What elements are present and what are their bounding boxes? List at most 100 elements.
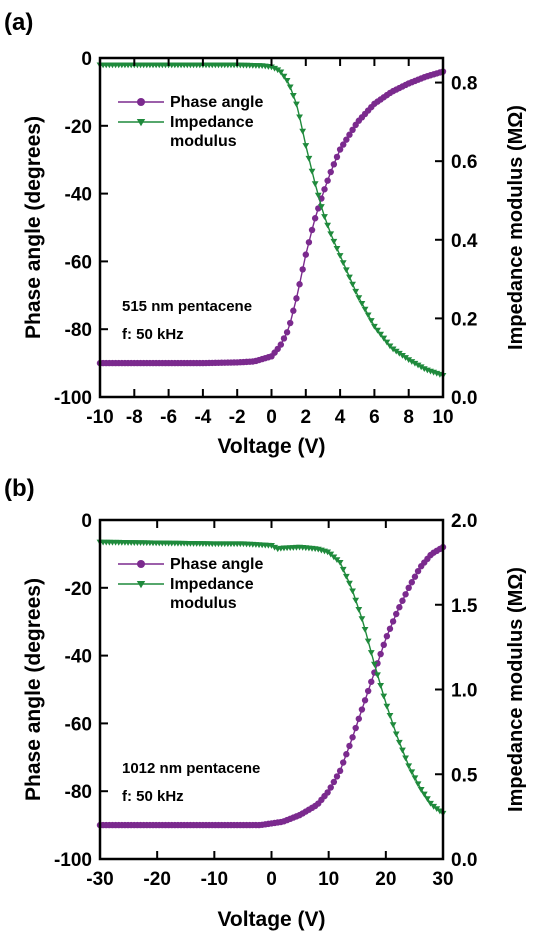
y-axis-right: 0.0 0.5 1.0 1.5 2.0 [435, 511, 478, 871]
x-tick-label: -10 [86, 407, 113, 428]
data-point [302, 251, 309, 258]
legend-label: modulus [170, 133, 237, 150]
data-point [427, 800, 434, 807]
legend-marker [137, 560, 145, 568]
data-point [346, 131, 353, 138]
data-point [283, 329, 291, 336]
data-point [346, 274, 353, 281]
y-axis-label-right: Impedance modulus (MΩ) [505, 105, 527, 350]
data-point [346, 580, 353, 587]
y-tick-label-left: 0 [81, 511, 92, 532]
y-axis-left: 0 -20 -40 -60 -80 -100 [54, 511, 108, 871]
chart-panel-b: (b) -30 -20 -10 0 10 20 30 Voltage (V) 0 -20 -40 -60… [0, 466, 533, 932]
y-tick-label-left: -60 [65, 252, 92, 273]
y-tick-label-right: 0.4 [451, 231, 478, 252]
y-tick-label-left: -60 [65, 714, 92, 735]
data-point [386, 343, 394, 350]
panel-label: (a) [4, 9, 33, 36]
y-tick-label-left: -20 [65, 579, 92, 600]
x-tick-label: 10 [432, 407, 453, 428]
data-point [420, 791, 428, 798]
data-point [389, 618, 397, 625]
data-point [408, 359, 416, 365]
data-point [358, 706, 366, 713]
y-tick-label-right: 0.5 [451, 765, 478, 786]
x-axis: -10 -8 -6 -4 -2 0 2 4 6 8 10 [86, 58, 454, 428]
data-point [333, 153, 341, 161]
data-point [342, 573, 350, 580]
data-point [361, 627, 369, 633]
data-point [399, 597, 406, 604]
x-tick-label: -10 [201, 869, 228, 890]
data-point [336, 146, 344, 153]
data-point [324, 789, 331, 796]
data-point [340, 759, 347, 766]
data-point [405, 584, 412, 591]
data-point [395, 350, 403, 357]
data-point [355, 295, 363, 302]
data-point [402, 755, 409, 762]
series-phase-angle [96, 68, 447, 367]
data-point [349, 126, 356, 134]
data-point [299, 266, 306, 273]
data-point [392, 348, 400, 355]
data-point [411, 775, 419, 782]
x-tick-label: -8 [126, 407, 143, 428]
data-point [343, 751, 350, 758]
data-point [361, 306, 369, 313]
data-point [377, 682, 385, 689]
data-point [411, 360, 419, 367]
data-point [380, 641, 387, 649]
data-point [327, 784, 334, 791]
legend-marker [136, 119, 146, 127]
chart-panel-a: (a) -10 -8 -6 -4 -2 0 2 4 6 8 10 Voltage (V) 0 -20 -40-… [4, 9, 527, 458]
data-point [383, 632, 391, 640]
data-point [330, 778, 338, 786]
data-point [371, 661, 378, 668]
data-point [414, 781, 422, 788]
data-point [289, 93, 297, 99]
data-point [396, 604, 403, 611]
y-tick-label-right: 1.5 [451, 596, 478, 617]
data-point [339, 260, 347, 267]
data-point [399, 352, 406, 359]
data-point [333, 773, 341, 780]
series-impedance-modulus [96, 539, 447, 817]
data-point [386, 713, 394, 719]
annotation: 515 nm pentacene f: 50 kHz [122, 298, 252, 343]
y-tick-label-left: 0 [81, 49, 92, 70]
y-tick-label-left: -20 [65, 117, 92, 138]
y-tick-label-right: 2.0 [451, 511, 477, 532]
data-point [355, 606, 363, 613]
data-point [389, 346, 397, 353]
data-point [268, 543, 275, 549]
y-tick-label-left: -40 [65, 647, 92, 668]
data-point [339, 566, 347, 573]
annotation: 1012 nm pentacene f: 50 kHz [122, 760, 260, 805]
data-point [346, 742, 353, 750]
x-tick-label: 4 [335, 407, 346, 428]
legend: Phase angle Impedance modulus [118, 94, 263, 150]
x-tick-label: 20 [375, 869, 396, 890]
data-point [293, 101, 300, 108]
data-point [408, 579, 416, 586]
y-tick-label-right: 0.0 [451, 850, 477, 871]
data-point [327, 168, 334, 176]
legend-label: Phase angle [170, 556, 263, 573]
data-point [277, 341, 285, 348]
data-point [417, 786, 425, 793]
data-point [343, 136, 350, 143]
data-point [290, 307, 297, 314]
x-tick-label: -20 [143, 869, 170, 890]
data-point [414, 362, 422, 369]
annotation-text: f: 50 kHz [122, 326, 184, 343]
data-point [336, 767, 344, 775]
data-point [389, 722, 397, 729]
y-tick-label-left: -40 [65, 185, 92, 206]
data-point [299, 128, 307, 135]
series-line [100, 546, 444, 826]
data-point [274, 67, 282, 74]
data-point [368, 678, 375, 685]
